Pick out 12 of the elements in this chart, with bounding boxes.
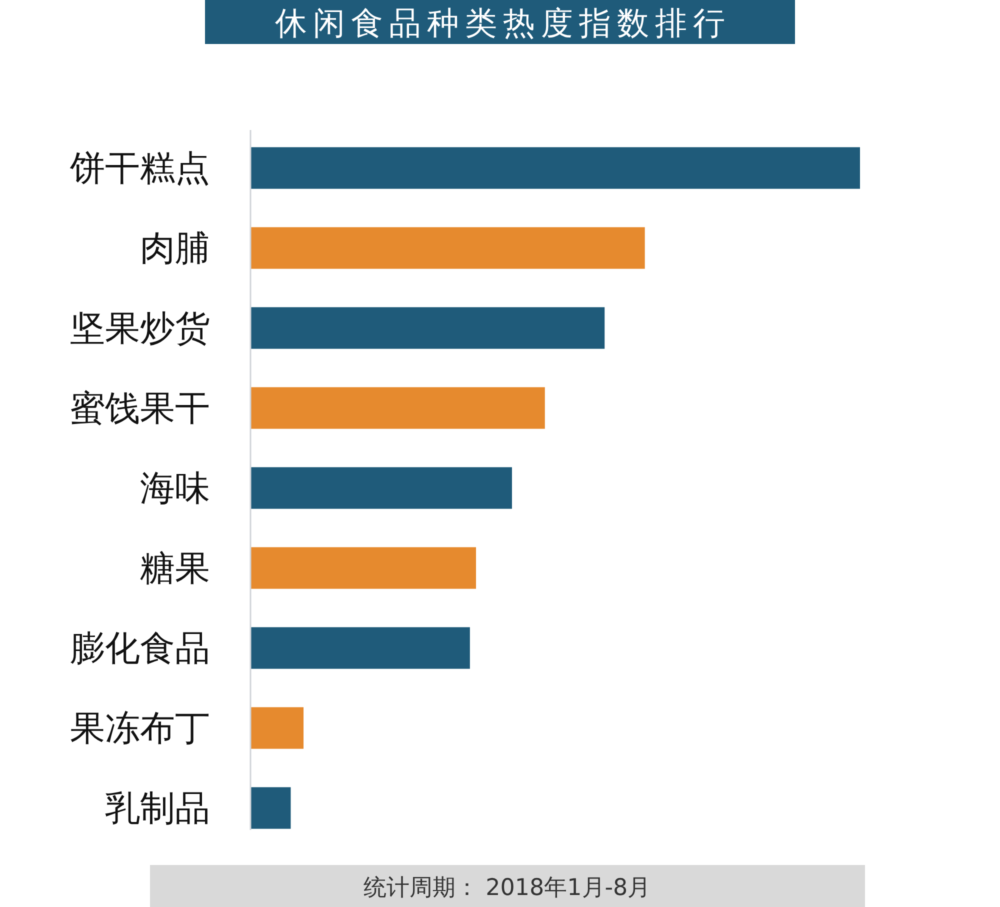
y-tick-label: 乳制品 [105, 789, 210, 829]
chart-title: 休闲食品种类热度指数排行 [275, 4, 731, 42]
y-tick-label: 肉脯 [140, 229, 210, 269]
y-tick-label: 坚果炒货 [70, 309, 210, 349]
footer: 统计周期： 2018年1月-8月 [150, 865, 865, 907]
y-tick-label: 饼干糕点 [69, 149, 210, 189]
y-tick-label: 蜜饯果干 [70, 389, 210, 429]
y-tick-label: 糖果 [140, 549, 210, 589]
title: 休闲食品种类热度指数排行 [205, 0, 795, 44]
y-tick-label: 膨化食品 [70, 629, 210, 669]
y-tick-label: 果冻布丁 [70, 709, 210, 749]
y-tick-label: 海味 [140, 469, 210, 509]
